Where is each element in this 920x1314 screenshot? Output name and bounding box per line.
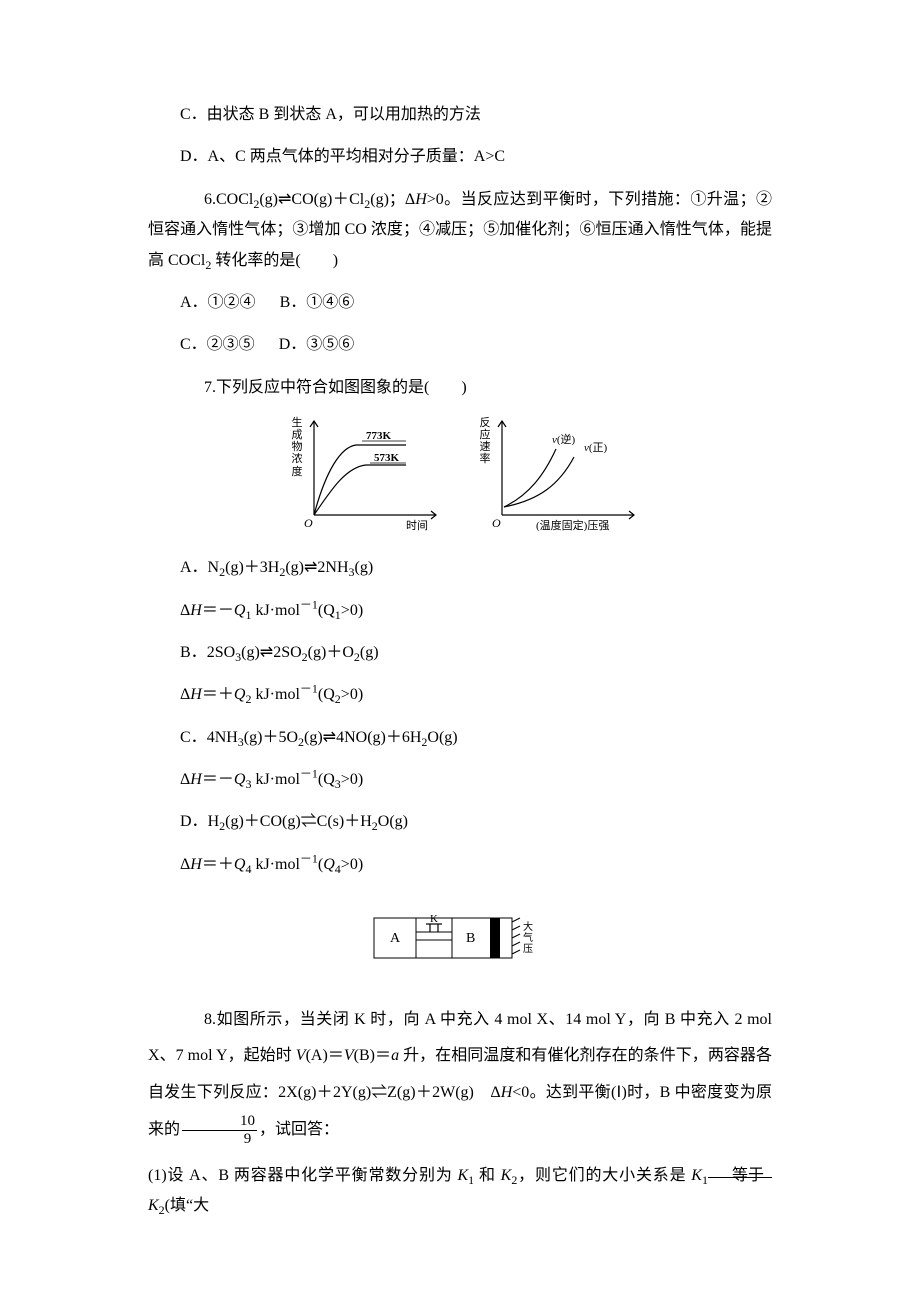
q8-label-k: K	[430, 913, 438, 925]
q5-option-d: D．A、C 两点气体的平均相对分子质量：A>C	[148, 142, 772, 172]
page: C．由状态 B 到状态 A，可以用加热的方法 D．A、C 两点气体的平均相对分子…	[0, 0, 920, 1314]
chart2-bot-label: (正)	[589, 442, 608, 454]
q7-b-dh-c: >0)	[341, 686, 363, 703]
q8-figure: A K B 大 气 压	[148, 910, 772, 977]
q7-d-eq-1: H	[208, 813, 220, 830]
q7-chart-1: 生成物浓度 773K 573K O 时间	[286, 415, 446, 535]
q7-b-dh-u: kJ·mol	[251, 686, 299, 703]
q7-stem: 7.下列反应中符合如图图象的是( )	[148, 373, 772, 403]
svg-text:压: 压	[523, 943, 533, 955]
chart1-curve-bot-label: 573K	[374, 452, 400, 464]
q8-t3: (B)＝	[354, 1047, 391, 1064]
q7-figure-row: 生成物浓度 773K 573K O 时间	[148, 415, 772, 535]
q6-option-c: C．②③⑤	[180, 330, 255, 360]
frac-num: 10	[182, 1114, 257, 1131]
chart2-origin: O	[492, 516, 501, 530]
q7-c-eq-3: (g)⇌4NO(g)＋6H	[304, 729, 421, 746]
q7-a-eq-1: (g)＋3H	[225, 559, 279, 576]
q7-d-q: Q	[234, 856, 246, 873]
delta-h: H	[415, 191, 427, 208]
frac-den: 9	[182, 1131, 257, 1147]
q6-option-d: D．③⑤⑥	[279, 330, 355, 360]
q7-c-q: Q	[234, 771, 246, 788]
q7-a-dh-u: kJ·mol	[251, 602, 299, 619]
answer-blank: 等于	[708, 1161, 772, 1178]
q7-option-c-eq: C．4NH3(g)＋5O2(g)⇌4NO(g)＋6H2O(g)	[148, 723, 772, 753]
q6-option-b: B．①④⑥	[280, 288, 355, 318]
q8-s1-d: (填“大	[165, 1197, 209, 1214]
svg-text:气: 气	[523, 931, 533, 944]
chart1-x-label: 时间	[406, 519, 428, 532]
q7-b-eq-2: (g)⇌2SO	[241, 644, 302, 661]
q7-option-b-dh: ΔH＝＋Q2 kJ·mol－1(Q2>0)	[148, 680, 772, 710]
chart1-origin: O	[304, 516, 313, 530]
svg-text:大: 大	[523, 920, 533, 933]
q7-b-eq-1: 2SO	[207, 644, 235, 661]
q7-option-b-eq: B．2SO3(g)⇌2SO2(g)＋O2(g)	[148, 638, 772, 668]
q7-c-eq-1: 4NH	[207, 729, 238, 746]
q8-s1-a: (1)设 A、B 两容器中化学平衡常数分别为	[148, 1167, 457, 1184]
chart2-top-label: (逆)	[557, 432, 576, 446]
q6-stem-text-5: 转化率的是( )	[211, 252, 338, 269]
q7-a-q: Q	[234, 602, 246, 619]
q7-b-eq-3: (g)＋O	[308, 644, 354, 661]
q7-option-d-dh: ΔH＝＋Q4 kJ·mol－1(Q4>0)	[148, 850, 772, 880]
q6-stem-text-3: (g)；Δ	[370, 191, 415, 208]
fraction-10-9: 109	[182, 1114, 257, 1147]
q6-options-row-2: C．②③⑤ D．③⑤⑥	[148, 330, 772, 360]
q6-option-a: A．①②④	[180, 288, 256, 318]
q8-label-a: A	[390, 931, 401, 946]
q7-option-a-eq: A．N2(g)＋3H2(g)⇌2NH3(g)	[148, 553, 772, 583]
q7-d-dh-c: >0)	[341, 856, 363, 873]
q7-a-dh-c: >0)	[341, 602, 363, 619]
q8-s1-c: ，则它们的大小关系是	[517, 1167, 691, 1184]
q8-t6: ，试回答：	[259, 1121, 339, 1138]
q7-c-dh-c: >0)	[341, 771, 363, 788]
q8-t2: (A)＝	[306, 1047, 344, 1064]
q5-option-c: C．由状态 B 到状态 A，可以用加热的方法	[148, 100, 772, 130]
q6-stem-text-2: (g)⇌CO(g)＋Cl	[259, 191, 364, 208]
q7-a-eq-2: (g)⇌2NH	[285, 559, 348, 576]
q8-sub1: (1)设 A、B 两容器中化学平衡常数分别为 K1 和 K2，则它们的大小关系是…	[148, 1161, 772, 1222]
chart1-curve-top-label: 773K	[366, 430, 392, 442]
q7-b-q: Q	[234, 686, 246, 703]
q7-d-eq-2: (g)＋CO(g)⇌C(s)＋H	[225, 813, 372, 830]
q7-c-dh-u: kJ·mol	[251, 771, 299, 788]
q7-chart-2: 反应速率 v(逆) v(正) O	[474, 415, 634, 535]
q7-option-d-eq: D．H2(g)＋CO(g)⇌C(s)＋H2O(g)	[148, 807, 772, 837]
q6-stem-text-1: 6.COCl	[204, 191, 253, 208]
q6-stem: 6.COCl2(g)⇌CO(g)＋Cl2(g)；ΔH>0。当反应达到平衡时，下列…	[148, 185, 772, 276]
q7-c-eq-2: (g)＋5O	[244, 729, 298, 746]
chart2-x-label: (温度固定)压强	[536, 518, 609, 532]
q7-c-eq-4: O(g)	[427, 729, 457, 746]
q7-option-c-dh: ΔH＝－Q3 kJ·mol－1(Q3>0)	[148, 765, 772, 795]
svg-text:v(正): v(正)	[584, 442, 608, 454]
q8-stem: 8.如图所示，当关闭 K 时，向 A 中充入 4 mol X、14 mol Y，…	[148, 1002, 772, 1149]
q8-label-b: B	[466, 931, 475, 946]
q7-option-a-dh: ΔH＝－Q1 kJ·mol－1(Q1>0)	[148, 596, 772, 626]
svg-text:v(逆): v(逆)	[552, 432, 576, 446]
q7-d-dh-u: kJ·mol	[251, 856, 299, 873]
q8-s1-b: 和	[474, 1167, 501, 1184]
q7-d-eq-3: O(g)	[378, 813, 408, 830]
q6-options-row-1: A．①②④ B．①④⑥	[148, 288, 772, 318]
